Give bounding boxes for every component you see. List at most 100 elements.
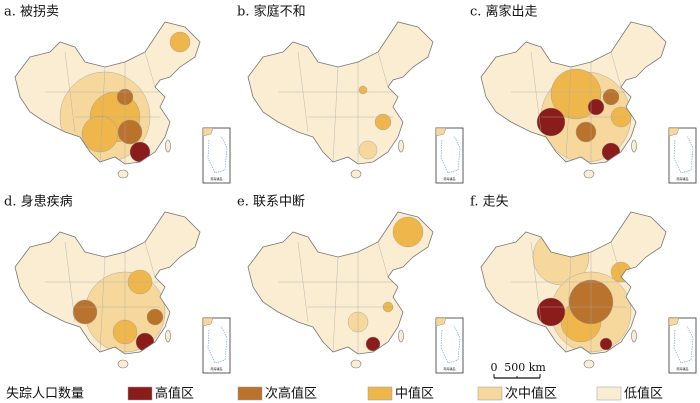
island xyxy=(583,359,595,369)
province-border xyxy=(99,66,106,163)
inset-label: 南海诸岛 xyxy=(210,176,222,181)
province-border xyxy=(610,241,622,278)
inset-boundary xyxy=(207,135,228,174)
legend-label: 中值区 xyxy=(395,386,434,402)
region xyxy=(374,113,392,131)
province-border xyxy=(377,51,389,88)
scale-bar: 0 500 km xyxy=(491,361,546,379)
legend-label: 次中值区 xyxy=(505,386,557,402)
country-outline xyxy=(480,21,667,165)
inset-frame xyxy=(202,127,231,184)
island xyxy=(165,139,171,153)
region xyxy=(599,337,613,351)
region xyxy=(129,141,151,163)
legend-swatch xyxy=(367,386,393,401)
inset-label: 南海诸岛 xyxy=(676,366,688,371)
province-border xyxy=(610,51,622,88)
province-border xyxy=(332,66,339,163)
legend-swatch xyxy=(596,386,622,401)
inset-coast xyxy=(202,317,214,327)
province-border xyxy=(565,256,572,353)
country-outline xyxy=(247,211,434,355)
map xyxy=(14,211,201,369)
province-border xyxy=(144,51,156,88)
map xyxy=(480,211,667,369)
regions xyxy=(278,216,424,354)
regions xyxy=(45,241,166,354)
inset-coast xyxy=(668,317,680,327)
panel-title: f. 走失 xyxy=(470,195,509,210)
map xyxy=(480,21,667,179)
island xyxy=(117,359,129,369)
region xyxy=(575,121,597,143)
inset-frame xyxy=(202,317,231,374)
region xyxy=(365,336,381,352)
region xyxy=(602,88,620,106)
region xyxy=(358,140,378,160)
legend-swatch xyxy=(477,386,503,401)
panel-title: c. 离家出走 xyxy=(470,4,538,20)
province-border xyxy=(99,256,106,353)
inset-coast xyxy=(435,317,447,327)
legend-title: 失踪人口数量 xyxy=(6,387,84,402)
region xyxy=(536,297,566,327)
region xyxy=(81,115,119,153)
inset-frame xyxy=(435,127,464,184)
inset-boundary xyxy=(440,135,461,174)
inset-frame xyxy=(668,127,697,184)
inset-boundary xyxy=(207,325,228,364)
country-base xyxy=(248,22,433,164)
panel-title: d. 身患疾病 xyxy=(4,194,73,210)
inset-coast xyxy=(435,127,447,137)
inset-frame xyxy=(668,317,697,374)
region xyxy=(358,85,368,95)
scale-end: 500 km xyxy=(504,361,546,374)
region xyxy=(146,308,164,326)
island xyxy=(631,329,637,343)
map xyxy=(247,21,434,179)
island xyxy=(165,329,171,343)
inset-label: 南海诸岛 xyxy=(443,366,455,371)
legend-label: 低值区 xyxy=(624,386,663,402)
panel-title: a. 被拐卖 xyxy=(4,5,59,20)
legend-swatch xyxy=(237,386,263,401)
map xyxy=(247,211,434,369)
legend-label: 高值区 xyxy=(155,386,194,402)
scale-start: 0 xyxy=(491,361,498,374)
regions xyxy=(278,51,398,164)
region xyxy=(72,299,98,325)
regions xyxy=(45,31,191,164)
island xyxy=(398,329,404,343)
province-border xyxy=(332,256,339,353)
province-border xyxy=(144,241,156,278)
province-border xyxy=(377,241,389,278)
inset-label: 南海诸岛 xyxy=(443,176,455,181)
inset-label: 南海诸岛 xyxy=(676,176,688,181)
panel-title: e. 联系中断 xyxy=(237,195,305,210)
inset-coast xyxy=(202,127,214,137)
island xyxy=(350,359,362,369)
country-base xyxy=(248,212,433,354)
region xyxy=(392,216,424,248)
legend-swatch xyxy=(127,386,153,401)
country-outline xyxy=(480,211,667,355)
region xyxy=(169,31,191,53)
province-border xyxy=(565,66,572,163)
map xyxy=(14,21,201,179)
inset-frame xyxy=(435,317,464,374)
island xyxy=(350,169,362,179)
inset-boundary xyxy=(440,325,461,364)
legend-label: 次高值区 xyxy=(265,386,317,402)
country-outline xyxy=(14,21,201,165)
island xyxy=(398,139,404,153)
inset-boundary xyxy=(673,325,694,364)
panel-title: b. 家庭不和 xyxy=(237,4,306,20)
country-outline xyxy=(247,21,434,165)
